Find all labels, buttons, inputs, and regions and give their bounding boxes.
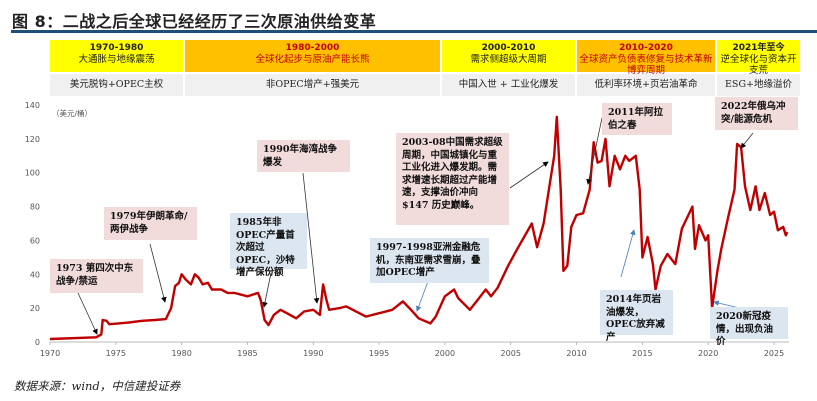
x-tick-label: 2010 <box>566 349 586 358</box>
period-driver: 美元脱钩+OPEC主权 <box>50 74 183 96</box>
x-tick-label: 1990 <box>303 349 323 358</box>
annotation-arrow <box>740 132 754 149</box>
period-header: 2000-2010 需求侧超级大周期 <box>442 40 575 72</box>
annotation-arrow <box>77 292 98 335</box>
period-header: 1970-1980 大通胀与地缘震荡 <box>50 40 183 72</box>
annotation-box: 1979年伊朗革命/两伊战争 <box>104 207 197 240</box>
annotation-box: 1985年非OPEC产量首次超过OPEC，沙特增产保份额 <box>230 213 307 278</box>
annotation-box: 2014年页岩油爆发，OPEC放弃减产 <box>600 290 673 343</box>
period-header: 2021年至今 逆全球化与资本开支荒 <box>717 40 800 76</box>
x-tick-label: 1975 <box>106 349 126 358</box>
period-theme: 逆全球化与资本开支荒 <box>720 54 797 76</box>
x-tick-label: 1995 <box>369 349 389 358</box>
period-years: 2000-2010 <box>481 43 536 53</box>
y-tick-label: 100 <box>25 169 40 178</box>
y-tick-label: 0 <box>35 338 40 347</box>
y-tick-label: 40 <box>30 270 40 279</box>
x-tick-label: 2015 <box>632 349 652 358</box>
y-tick-label: 80 <box>30 203 40 212</box>
y-axis-unit-label: （美元/桶） <box>52 108 92 118</box>
x-tick-label: 1985 <box>237 349 257 358</box>
annotation-box: 1990年海湾战争爆发 <box>257 140 350 172</box>
annotation-arrow <box>620 229 636 278</box>
brent-price-line <box>49 115 789 341</box>
period-theme: 大通胀与地缘震荡 <box>78 54 155 65</box>
x-tick-label: 2005 <box>501 349 521 358</box>
period-driver: 低利率环境+页岩油革命 <box>577 74 715 96</box>
annotation-box: 1997-1998亚洲金融危机，东南亚需求雪崩，叠加OPEC增产 <box>370 238 489 283</box>
period-header: 1980-2000 全球化起步与原油产能长熊 <box>185 40 440 72</box>
annotation-box: 2011年阿拉伯之春 <box>602 103 672 135</box>
period-years: 1970-1980 <box>89 43 144 53</box>
x-tick-label: 1980 <box>171 349 191 358</box>
x-tick-label: 2025 <box>764 349 784 358</box>
figure-title: 图 8：二战之后全球已经经历了三次原油供给变革 <box>12 12 377 31</box>
annotation-arrow <box>509 161 549 189</box>
y-tick-label: 20 <box>30 304 40 313</box>
period-driver: ESG+地缘溢价 <box>717 74 800 96</box>
period-theme: 需求侧超级大周期 <box>470 54 547 65</box>
period-years: 2021年至今 <box>732 43 785 53</box>
period-driver: 中国入世 + 工业化爆发 <box>442 74 575 96</box>
period-header: 2010-2020 全球资产负债表修复与技术革新博弈周期 <box>577 40 715 76</box>
annotation-box: 1973 第四次中东战争/禁运 <box>50 259 143 293</box>
y-tick-label: 120 <box>25 135 40 144</box>
annotation-box: 2003-08中国需求超级周期，中国城镇化与重工业化进入爆发期。需求增速长期超过… <box>396 133 509 225</box>
period-years: 2010-2020 <box>619 43 673 53</box>
annotation-box: 2020新冠疫情，出现负油价 <box>710 307 788 347</box>
x-tick-label: 2000 <box>435 349 455 358</box>
source-note: 数据来源：wind，中信建投证券 <box>14 379 181 393</box>
x-tick-label: 2020 <box>698 349 718 358</box>
x-tick-label: 1970 <box>40 349 60 358</box>
y-tick-label: 60 <box>30 236 40 245</box>
y-tick-label: 140 <box>25 101 40 110</box>
annotation-arrow <box>586 117 603 185</box>
period-theme: 全球资产负债表修复与技术革新博弈周期 <box>579 54 713 76</box>
annotation-arrow <box>302 172 320 304</box>
title-rule <box>11 30 817 33</box>
period-driver: 非OPEC增产+强美元 <box>185 74 440 96</box>
annotation-arrow <box>149 243 167 303</box>
annotation-arrow <box>262 272 272 308</box>
annotation-box: 2022年俄乌冲突/能源危机 <box>715 97 798 130</box>
period-years: 1980-2000 <box>285 43 340 53</box>
period-theme: 全球化起步与原油产能长熊 <box>255 54 370 65</box>
